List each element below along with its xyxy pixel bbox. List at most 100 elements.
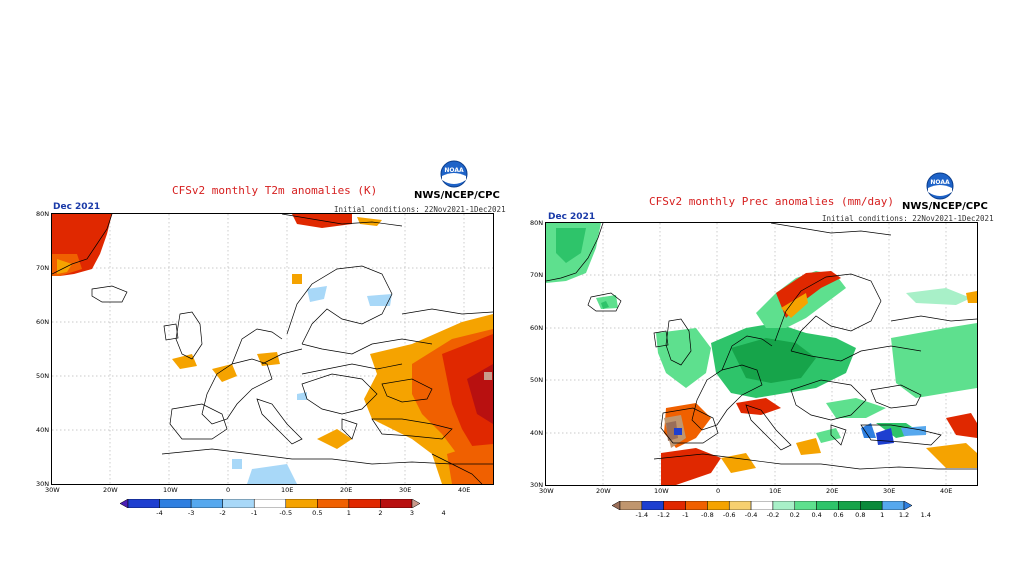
prec-lon-20w: 20W xyxy=(596,487,611,495)
colorbar-swatch xyxy=(685,501,708,510)
t2m-lat-30n: 30N xyxy=(36,480,50,488)
t2m-colorbar xyxy=(120,499,420,508)
t2m-lon-20e: 20E xyxy=(340,486,353,494)
colorbar-swatch xyxy=(641,501,664,510)
prec-coastlines xyxy=(546,223,977,470)
t2m-lon-10e: 10E xyxy=(281,486,294,494)
colorbar-label: -0.2 xyxy=(766,511,780,519)
colorbar-label: 2 xyxy=(378,509,383,517)
noaa-logo-icon: NOAA xyxy=(440,160,468,188)
colorbar-label: 1.4 xyxy=(920,511,932,519)
prec-map xyxy=(545,222,978,486)
noaa-logo-icon: NOAA xyxy=(926,172,954,200)
colorbar-swatch xyxy=(860,501,883,510)
prec-colorbar xyxy=(612,501,912,510)
t2m-lat-70n: 70N xyxy=(36,264,50,272)
prec-lat-70n: 70N xyxy=(530,271,544,279)
colorbar-swatch xyxy=(772,501,796,510)
colorbar-label: 4 xyxy=(441,509,446,517)
prec-lat-30n: 30N xyxy=(530,481,544,489)
colorbar-swatch xyxy=(663,501,686,510)
colorbar-label: -0.5 xyxy=(279,509,293,517)
prec-agency: NWS/NCEP/CPC xyxy=(902,201,988,212)
colorbar-label: 0.5 xyxy=(312,509,323,517)
prec-title: CFSv2 monthly Prec anomalies (mm/day) xyxy=(649,195,895,208)
colorbar-swatch xyxy=(728,501,752,510)
colorbar-swatch xyxy=(838,501,861,510)
colorbar-label: -0.6 xyxy=(722,511,736,519)
prec-lon-10w: 10W xyxy=(654,487,669,495)
colorbar-label: 1.2 xyxy=(898,511,910,519)
colorbar-label: 0.4 xyxy=(811,511,822,519)
prec-month: Dec 2021 xyxy=(548,212,596,222)
colorbar-swatch xyxy=(903,501,912,510)
svg-text:NOAA: NOAA xyxy=(930,179,950,186)
colorbar-label: -4 xyxy=(156,509,163,517)
t2m-month: Dec 2021 xyxy=(53,202,101,212)
prec-lat-40n: 40N xyxy=(530,429,544,437)
colorbar-label: -1.2 xyxy=(657,511,671,519)
t2m-lon-40e: 40E xyxy=(458,486,471,494)
colorbar-swatch xyxy=(380,499,413,508)
colorbar-label: 0.8 xyxy=(855,511,866,519)
colorbar-swatch xyxy=(816,501,839,510)
prec-lon-20e: 20E xyxy=(826,487,839,495)
prec-lon-10e: 10E xyxy=(769,487,782,495)
prec-initial-conditions: Initial conditions: 22Nov2021-1Dec2021 xyxy=(822,214,994,223)
colorbar-label: 1 xyxy=(346,509,351,517)
colorbar-label: 0.2 xyxy=(789,511,800,519)
prec-lat-50n: 50N xyxy=(530,376,544,384)
colorbar-swatch xyxy=(707,501,730,510)
t2m-title: CFSv2 monthly T2m anomalies (K) xyxy=(172,184,378,197)
colorbar-label: 0.6 xyxy=(833,511,844,519)
colorbar-swatch xyxy=(750,501,774,510)
colorbar-label: -2 xyxy=(219,509,226,517)
t2m-lat-60n: 60N xyxy=(36,318,50,326)
prec-lon-0: 0 xyxy=(716,487,721,495)
prec-lon-30w: 30W xyxy=(539,487,554,495)
colorbar-swatch xyxy=(127,499,160,508)
prec-lon-40e: 40E xyxy=(940,487,953,495)
colorbar-label: -0.4 xyxy=(744,511,758,519)
colorbar-swatch xyxy=(881,501,905,510)
colorbar-label: -1 xyxy=(682,511,689,519)
t2m-lat-50n: 50N xyxy=(36,372,50,380)
colorbar-swatch xyxy=(253,499,287,508)
prec-lat-80n: 80N xyxy=(530,219,544,227)
t2m-lat-40n: 40N xyxy=(36,426,50,434)
t2m-agency: NWS/NCEP/CPC xyxy=(414,190,500,201)
prec-dry-anomalies xyxy=(661,271,977,485)
colorbar-swatch xyxy=(348,499,381,508)
colorbar-swatch xyxy=(120,499,129,508)
t2m-coastlines xyxy=(52,214,493,484)
svg-text:NOAA: NOAA xyxy=(444,167,464,174)
prec-wet-anomalies xyxy=(546,223,977,443)
colorbar-label: 3 xyxy=(409,509,415,517)
colorbar-swatch xyxy=(317,499,350,508)
t2m-lon-30w: 30W xyxy=(45,486,60,494)
t2m-lon-10w: 10W xyxy=(163,486,178,494)
colorbar-swatch xyxy=(612,501,621,510)
colorbar-swatch xyxy=(222,499,255,508)
colorbar-swatch xyxy=(190,499,223,508)
t2m-map xyxy=(51,213,494,485)
colorbar-label: -3 xyxy=(187,509,195,517)
colorbar-swatch xyxy=(411,499,420,508)
colorbar-label: 1 xyxy=(880,511,885,519)
t2m-warm-anomalies xyxy=(52,214,493,484)
prec-lat-60n: 60N xyxy=(530,324,544,332)
colorbar-label: -1 xyxy=(250,509,258,517)
t2m-initial-conditions: Initial conditions: 22Nov2021-1Dec2021 xyxy=(334,205,506,214)
t2m-cold-anomalies xyxy=(232,286,392,484)
t2m-lon-0: 0 xyxy=(226,486,231,494)
t2m-lon-30e: 30E xyxy=(399,486,412,494)
t2m-lat-80n: 80N xyxy=(36,210,50,218)
colorbar-swatch xyxy=(159,499,192,508)
colorbar-label: -0.8 xyxy=(701,511,714,519)
colorbar-swatch xyxy=(794,501,817,510)
colorbar-swatch xyxy=(285,499,318,508)
prec-lon-30e: 30E xyxy=(883,487,896,495)
t2m-lon-20w: 20W xyxy=(103,486,118,494)
colorbar-label: -1.4 xyxy=(635,511,649,519)
colorbar-swatch xyxy=(619,501,643,510)
